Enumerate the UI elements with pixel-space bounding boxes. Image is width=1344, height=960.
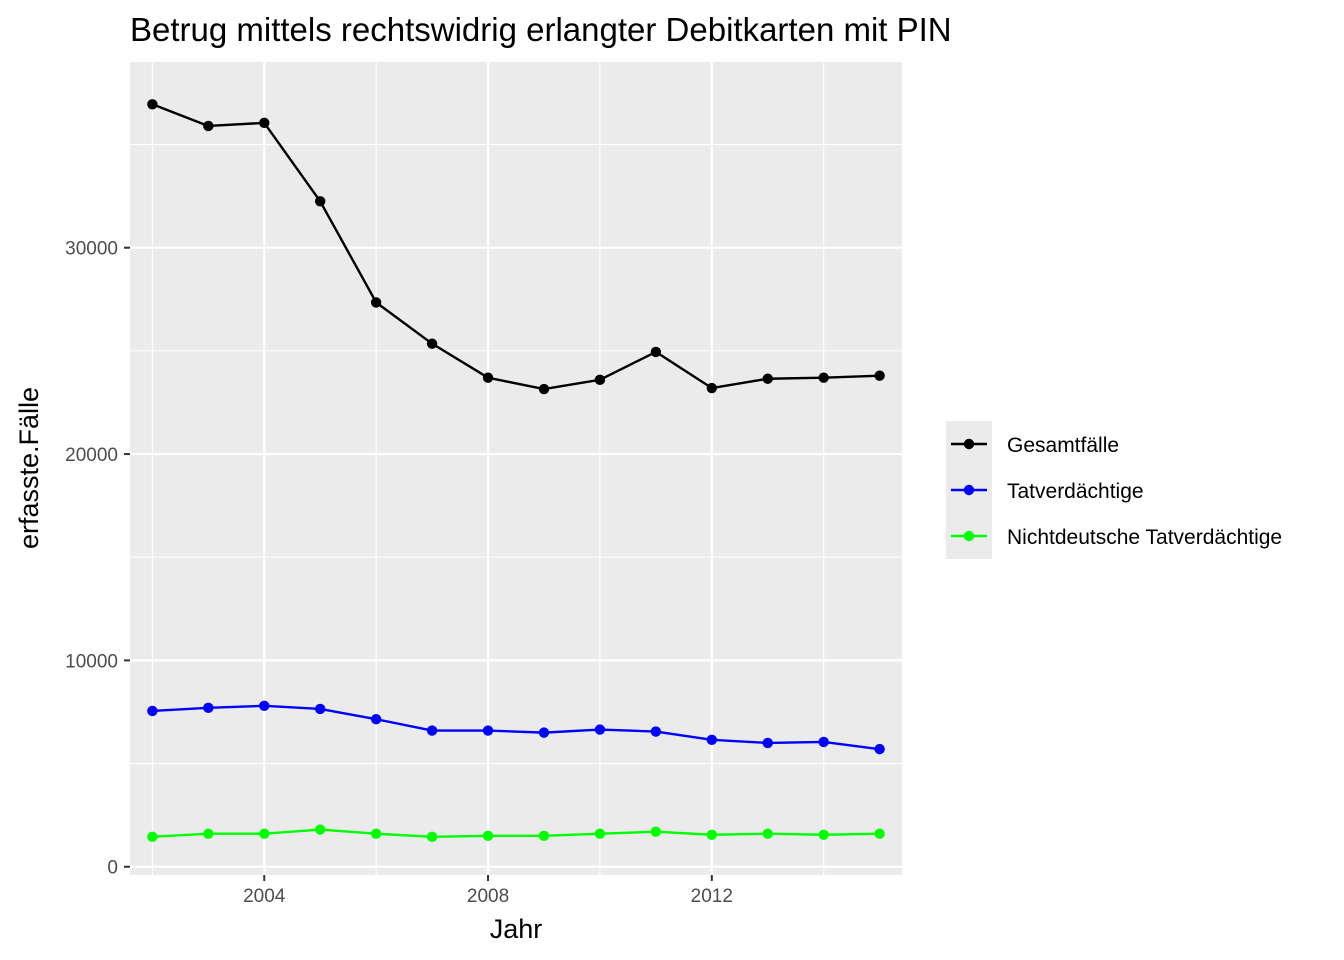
data-point [315, 824, 326, 835]
data-point [650, 726, 662, 737]
chart-title: Betrug mittels rechtswidrig erlangter De… [130, 11, 952, 48]
data-point [650, 826, 662, 837]
data-point [259, 828, 270, 839]
data-point [259, 117, 270, 129]
legend-label: Nichtdeutsche Tatverdächtige [1007, 526, 1282, 549]
data-point [762, 373, 773, 384]
data-point [594, 828, 606, 839]
data-point [147, 831, 158, 843]
y-tick-label: 30000 [65, 239, 118, 260]
legend-key-point [963, 438, 975, 450]
data-point [147, 99, 158, 110]
data-point [426, 725, 438, 736]
minor-gridlines [130, 62, 902, 875]
series-layer [147, 99, 885, 843]
data-point [426, 338, 438, 349]
data-point [426, 831, 438, 843]
data-point [315, 703, 326, 715]
legend-key-point [963, 530, 975, 542]
data-point [538, 383, 550, 395]
legend-key-point [963, 484, 975, 496]
data-point [706, 382, 717, 394]
data-point [370, 828, 382, 839]
data-point [706, 734, 717, 746]
series-line-0 [151, 103, 880, 391]
x-axis-title: Jahr [490, 914, 543, 944]
data-point [259, 700, 270, 711]
data-point [370, 297, 382, 308]
data-point [482, 830, 494, 841]
data-point [874, 370, 885, 381]
data-point [594, 374, 606, 385]
data-point [315, 196, 326, 207]
y-tick-label: 20000 [65, 445, 118, 466]
data-point [818, 372, 829, 383]
y-axis-title: erfasste.Fälle [14, 387, 44, 549]
series-line-2 [152, 828, 880, 839]
data-point [762, 828, 773, 839]
data-point [370, 714, 382, 725]
x-tick-label: 2004 [243, 886, 286, 907]
data-point [203, 702, 214, 714]
data-point [818, 829, 829, 840]
data-point [594, 724, 606, 735]
major-gridlines [130, 62, 902, 875]
x-tick-label: 2012 [691, 886, 733, 907]
y-axis: 0 10000 20000 30000 [65, 239, 130, 879]
data-point [650, 346, 662, 358]
series-line-1 [152, 704, 880, 751]
data-point [818, 736, 829, 748]
y-tick-label: 0 [107, 858, 118, 879]
data-point [538, 830, 550, 841]
legend-label: Tatverdächtige [1007, 480, 1144, 503]
data-point [706, 829, 717, 840]
data-point [203, 120, 214, 132]
data-point [874, 743, 885, 755]
data-point [538, 727, 550, 738]
plot-panel [130, 62, 902, 875]
x-tick-label: 2008 [467, 886, 509, 907]
data-point [762, 737, 773, 749]
y-tick-label: 10000 [65, 651, 118, 672]
data-point [874, 828, 885, 839]
data-point [482, 372, 494, 383]
legend: Gesamtfälle Tatverdächtige Nichtdeutsche T… [946, 421, 1282, 559]
data-point [147, 705, 158, 717]
x-axis: 2004 2008 2012 [243, 875, 733, 907]
data-point [482, 725, 494, 736]
legend-label: Gesamtfälle [1007, 434, 1119, 457]
data-point [203, 828, 214, 839]
